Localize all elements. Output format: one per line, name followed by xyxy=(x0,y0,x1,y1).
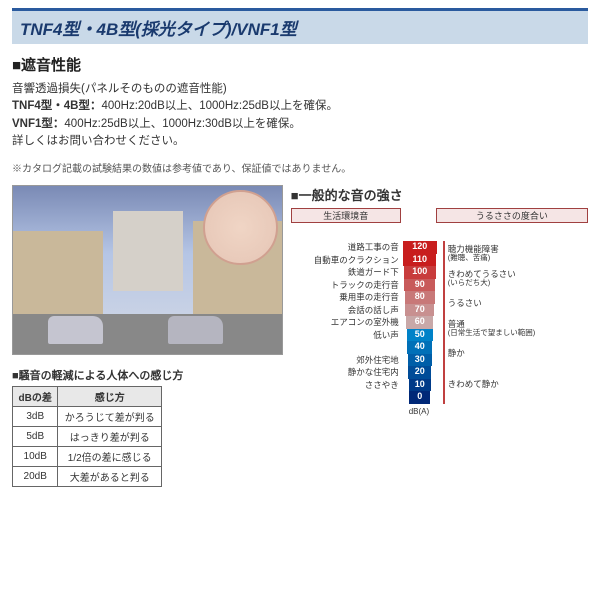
spec-line-2: VNF1型：400Hz:25dB以上、1000Hz:30dB以上を確保。 xyxy=(12,116,588,133)
db-band: 100 xyxy=(404,266,436,279)
table-row: 10dB1/2倍の差に感じる xyxy=(13,447,162,467)
spec-label-2: VNF1型： xyxy=(12,118,64,130)
spec-intro: 音響透過損失(パネルそのものの遮音性能) xyxy=(12,81,588,98)
building-illust xyxy=(13,231,103,321)
loudness-label: 静か xyxy=(443,341,468,366)
table-cell: 10dB xyxy=(13,447,58,467)
illustration xyxy=(12,185,283,355)
car-illust xyxy=(168,316,223,344)
sound-source-label: 鉄道ガード下 xyxy=(291,266,401,279)
db-band: 0 xyxy=(409,391,430,404)
loudness-label: きわめて静か xyxy=(443,366,502,404)
db-unit: dB(A) xyxy=(409,407,429,416)
car-illust xyxy=(48,316,103,344)
table-row: 5dBはっきり差が判る xyxy=(13,427,162,447)
db-band: 80 xyxy=(405,291,435,304)
loudness-label: きわめてうるさい(いらだち大) xyxy=(443,266,519,291)
perception-table-title: ■騒音の軽減による人体への感じ方 xyxy=(12,367,283,383)
table-row: 20dB大差があると判る xyxy=(13,467,162,487)
table-cell: 20dB xyxy=(13,467,58,487)
table-header: 感じ方 xyxy=(58,387,162,407)
db-band: 60 xyxy=(406,316,433,329)
table-cell: 3dB xyxy=(13,407,58,427)
inset-circle xyxy=(203,190,278,265)
sound-source-label xyxy=(291,391,401,404)
loudness-label: 普通(日常生活で望ましい範囲) xyxy=(443,316,539,341)
db-band: 90 xyxy=(404,279,435,292)
spec-val-1: 400Hz:20dB以上、1000Hz:25dB以上を確保。 xyxy=(101,100,338,112)
sound-source-label: 静かな住宅内 xyxy=(291,366,401,379)
db-band: 120 xyxy=(403,241,437,254)
disclaimer: ※カタログ記載の試験結果の数値は参考値であり、保証値ではありません。 xyxy=(12,160,588,175)
db-band: 30 xyxy=(408,354,432,367)
db-band: 20 xyxy=(408,366,431,379)
table-cell: 1/2倍の差に感じる xyxy=(58,447,162,467)
building-illust xyxy=(113,211,183,291)
spec-label-1: TNF4型・4B型： xyxy=(12,100,101,112)
sound-source-label: 郊外住宅地 xyxy=(291,354,401,367)
sound-level-chart: 1201101009080706050403020100 道路工事の音自動車のク… xyxy=(291,225,588,410)
db-band: 10 xyxy=(409,379,431,392)
table-row: 3dBかろうじて差が判る xyxy=(13,407,162,427)
sound-source-label: 道路工事の音 xyxy=(291,241,401,254)
db-band: 110 xyxy=(403,254,436,267)
sound-source-label: 自動車のクラクション xyxy=(291,254,401,267)
sound-source-label: トラックの走行音 xyxy=(291,279,401,292)
table-cell: かろうじて差が判る xyxy=(58,407,162,427)
db-band: 40 xyxy=(407,341,432,354)
chart-header-left: 生活環境音 xyxy=(291,208,401,223)
sound-source-label xyxy=(291,341,401,354)
table-header: dBの差 xyxy=(13,387,58,407)
loudness-label: 聴力機能障害(難聴、苦痛) xyxy=(443,241,502,266)
title-bar: TNF4型・4B型(採光タイプ)/VNF1型 xyxy=(12,8,588,44)
db-scale: 1201101009080706050403020100 xyxy=(403,241,437,404)
perception-table: dBの差 感じ方 3dBかろうじて差が判る5dBはっきり差が判る10dB1/2倍… xyxy=(12,386,162,487)
sound-source-labels: 道路工事の音自動車のクラクション鉄道ガード下トラックの走行音乗用車の走行音会話の… xyxy=(291,241,401,404)
chart-title: ■一般的な音の強さ xyxy=(291,185,588,204)
spec-line-1: TNF4型・4B型：400Hz:20dB以上、1000Hz:25dB以上を確保。 xyxy=(12,98,588,115)
table-cell: 大差があると判る xyxy=(58,467,162,487)
table-cell: 5dB xyxy=(13,427,58,447)
body-text: 音響透過損失(パネルそのものの遮音性能) TNF4型・4B型：400Hz:20d… xyxy=(12,81,588,150)
spec-line-3: 詳しくはお問い合わせください。 xyxy=(12,133,588,150)
chart-header-right: うるささの度合い xyxy=(436,208,588,223)
table-cell: はっきり差が判る xyxy=(58,427,162,447)
sound-source-label: 低い声 xyxy=(291,329,401,342)
page-title: TNF4型・4B型(採光タイプ)/VNF1型 xyxy=(20,15,580,40)
sound-source-label: ささやき xyxy=(291,379,401,392)
section-heading: ■遮音性能 xyxy=(12,54,588,75)
loudness-label: うるさい xyxy=(443,291,485,316)
db-band: 70 xyxy=(405,304,434,317)
sound-source-label: 乗用車の走行音 xyxy=(291,291,401,304)
spec-val-2: 400Hz:25dB以上、1000Hz:30dB以上を確保。 xyxy=(64,118,301,130)
sound-source-label: 会話の話し声 xyxy=(291,304,401,317)
db-band: 50 xyxy=(407,329,433,342)
sound-source-label: エアコンの室外機 xyxy=(291,316,401,329)
